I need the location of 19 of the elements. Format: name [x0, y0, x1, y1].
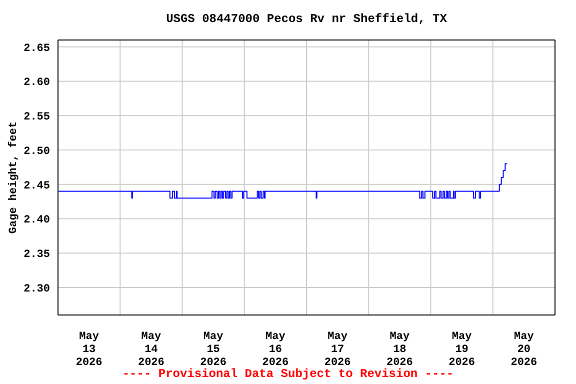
chart-title: USGS 08447000 Pecos Rv nr Sheffield, TX: [165, 12, 448, 26]
y-tick-label: 2.65: [24, 42, 50, 55]
y-tick-label: 2.30: [24, 283, 50, 296]
x-tick-label: May 14 2026: [138, 331, 164, 369]
y-tick-label: 2.50: [24, 146, 50, 158]
x-tick-label: May 13 2026: [76, 331, 102, 369]
text: ---- Provisional Data Subject to Revision ----: [122, 367, 454, 381]
y-tick-label: 2.40: [24, 214, 50, 227]
y-tick-label: 2.45: [24, 180, 50, 192]
y-tick-label: 2.60: [24, 77, 50, 90]
x-tick-label: May 16 2026: [262, 331, 289, 369]
x-tick-label: May 19 2026: [448, 331, 476, 369]
x-tick-label: May 18 2026: [386, 331, 413, 369]
x-tick-label: May 15 2026: [200, 331, 227, 369]
y-tick-label: 2.55: [24, 112, 50, 124]
y-axis-title: Gage height, feet: [6, 121, 20, 234]
x-tick-label: May 17 2026: [324, 331, 351, 369]
y-tick-label: 2.35: [24, 249, 50, 262]
x-tick-label: May 20 2026: [510, 331, 538, 369]
